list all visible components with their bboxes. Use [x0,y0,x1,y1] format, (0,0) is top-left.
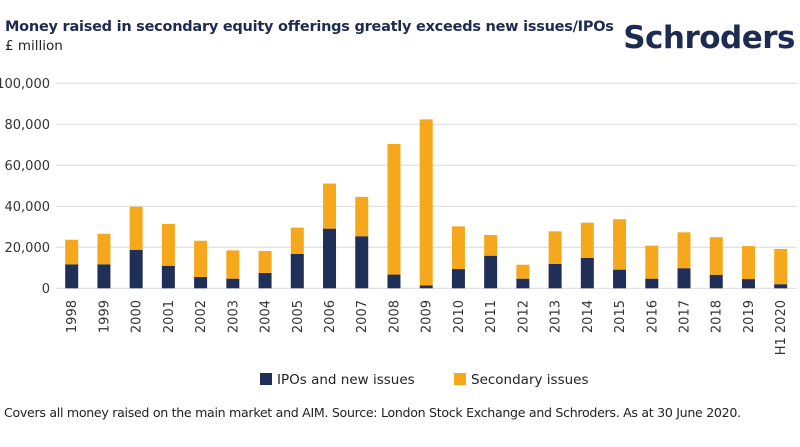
bar-ipos [194,277,208,289]
x-tick-label: 2002 [194,300,209,333]
bars [65,119,788,289]
x-tick-label: 2007 [355,300,370,333]
x-tick-label: 2010 [452,300,467,333]
y-tick-label: 80,000 [5,118,51,133]
x-tick-label: H1 2020 [774,300,789,355]
x-tick-label: 2008 [387,300,402,333]
x-tick-label: 2003 [226,300,241,333]
x-tick-label: 2018 [710,300,725,333]
bar-secondary [129,206,143,250]
bar-ipos [161,265,175,289]
x-tick-label: 2011 [484,300,499,333]
bar-ipos [516,278,530,289]
bar-secondary [323,183,337,229]
x-tick-label: 2016 [645,300,660,333]
bar-ipos [774,284,788,289]
bar-secondary [516,264,530,279]
brand-logo: Schroders [623,20,795,56]
x-tick-label: 2019 [742,300,757,333]
x-tick-label: 2000 [130,300,145,333]
bar-secondary [774,248,788,285]
bar-secondary [645,245,659,279]
x-tick-label: 2006 [323,300,338,333]
bar-secondary [290,227,304,254]
bar-ipos [580,257,594,289]
legend: IPOs and new issues Secondary issues [260,372,589,388]
bar-secondary [65,239,79,265]
x-tick-label: 2014 [581,300,596,333]
legend-swatch-ipos [260,373,272,385]
bar-ipos [709,274,723,289]
y-tick-label: 40,000 [5,200,51,215]
x-tick-label: 2015 [613,300,628,333]
legend-label-secondary: Secondary issues [471,372,589,388]
x-tick-label: 2004 [259,300,274,333]
bar-secondary [355,196,369,237]
x-tick-label: 2017 [678,300,693,333]
bar-secondary [484,235,498,256]
bar-secondary [97,233,111,265]
bar-ipos [484,255,498,289]
bar-secondary [451,226,465,270]
bar-ipos [290,253,304,289]
bar-ipos [613,269,627,289]
bar-secondary [709,237,723,275]
bar-secondary [226,250,240,279]
bar-secondary [161,223,175,266]
bar-secondary [741,246,755,280]
bar-secondary [580,222,594,258]
bar-ipos [677,268,691,289]
bar-secondary [613,219,627,270]
bar-ipos [387,274,401,289]
x-tick-label: 2009 [420,300,435,333]
x-tick-label: 2012 [516,300,531,333]
bar-ipos [451,269,465,289]
chart-title: Money raised in secondary equity offerin… [5,19,614,35]
x-tick-label: 1998 [65,300,80,333]
bar-secondary [258,250,272,273]
x-tick-label: 2005 [291,300,306,333]
bar-secondary [548,231,562,264]
bar-secondary [677,232,691,269]
bar-secondary [194,240,208,278]
legend-label-ipos: IPOs and new issues [277,372,415,388]
x-tick-label: 2013 [549,300,564,333]
bar-ipos [355,236,369,289]
bar-ipos [645,278,659,289]
bar-ipos [419,285,433,289]
x-tick-label: 2001 [162,300,177,333]
bar-ipos [548,263,562,289]
bar-secondary [387,143,401,275]
bar-ipos [323,228,337,289]
y-tick-label: 20,000 [5,241,51,256]
bar-ipos [129,249,143,289]
bar-ipos [97,264,111,289]
y-tick-label: 60,000 [5,159,51,174]
bar-ipos [258,272,272,289]
bar-ipos [65,264,79,289]
bar-ipos [741,279,755,289]
chart-subtitle: £ million [5,38,63,54]
y-axis-tick-labels: 0 20,000 40,000 60,000 80,000 100,000 [0,77,50,297]
y-tick-label: 0 [42,282,50,297]
y-tick-label: 100,000 [0,77,50,92]
footnote: Covers all money raised on the main mark… [4,405,741,420]
x-tick-label: 1999 [97,300,112,333]
legend-swatch-secondary [454,373,466,385]
bar-secondary [419,119,433,286]
x-axis-tick-labels: 1998 1999 2000 2001 2002 2003 2004 2005 2006 2007… [65,300,789,355]
bar-ipos [226,278,240,289]
